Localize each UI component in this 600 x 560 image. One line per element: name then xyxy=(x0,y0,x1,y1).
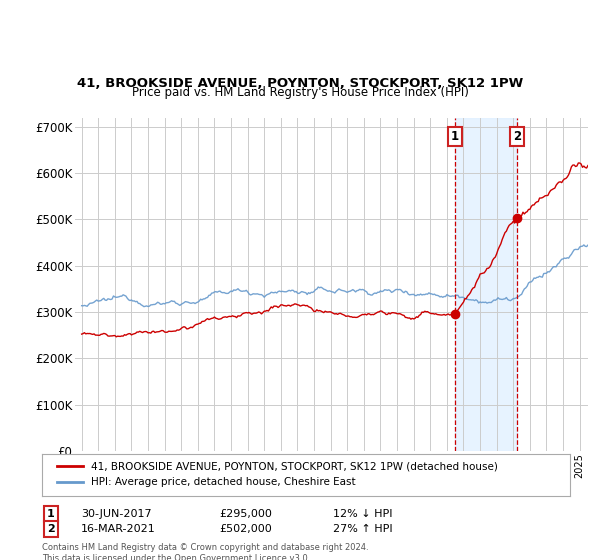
Text: 41, BROOKSIDE AVENUE, POYNTON, STOCKPORT, SK12 1PW: 41, BROOKSIDE AVENUE, POYNTON, STOCKPORT… xyxy=(77,77,523,90)
Text: Price paid vs. HM Land Registry's House Price Index (HPI): Price paid vs. HM Land Registry's House … xyxy=(131,86,469,99)
Text: 12% ↓ HPI: 12% ↓ HPI xyxy=(333,509,392,519)
Text: 2: 2 xyxy=(513,129,521,143)
Text: 1: 1 xyxy=(47,509,55,519)
Text: 1: 1 xyxy=(451,129,459,143)
Bar xyxy=(455,118,517,451)
Text: £502,000: £502,000 xyxy=(219,524,272,534)
Text: £295,000: £295,000 xyxy=(219,509,272,519)
Text: 2: 2 xyxy=(47,524,55,534)
Text: 16-MAR-2021: 16-MAR-2021 xyxy=(81,524,156,534)
Text: 27% ↑ HPI: 27% ↑ HPI xyxy=(333,524,392,534)
Text: 30-JUN-2017: 30-JUN-2017 xyxy=(81,509,152,519)
Text: Contains HM Land Registry data © Crown copyright and database right 2024.
This d: Contains HM Land Registry data © Crown c… xyxy=(42,543,368,560)
Legend: 41, BROOKSIDE AVENUE, POYNTON, STOCKPORT, SK12 1PW (detached house), HPI: Averag: 41, BROOKSIDE AVENUE, POYNTON, STOCKPORT… xyxy=(52,458,502,491)
